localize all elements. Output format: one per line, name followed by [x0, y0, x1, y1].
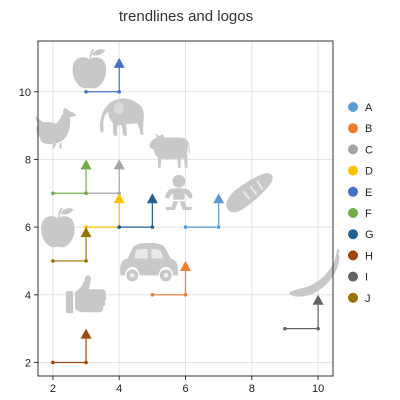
series-H	[51, 328, 92, 365]
data-point	[183, 225, 188, 229]
data-point	[283, 326, 287, 331]
legend-item-C[interactable]: C	[348, 144, 373, 156]
series-G	[117, 193, 158, 229]
arrowhead	[113, 193, 125, 204]
legend-marker	[348, 208, 358, 218]
legend-marker	[348, 144, 358, 155]
legend-label: J	[365, 293, 371, 305]
legend-label: B	[365, 123, 372, 135]
series-F	[51, 159, 92, 196]
legend-marker	[348, 229, 358, 240]
legend-marker	[348, 123, 358, 134]
y-tick-label: 4	[25, 290, 31, 302]
legend-label: F	[365, 208, 372, 220]
legend-item-H[interactable]: H	[348, 250, 373, 262]
legend-marker	[348, 165, 358, 176]
data-point	[117, 191, 122, 196]
legend-marker	[348, 102, 358, 112]
data-point	[150, 225, 155, 229]
chart-title: trendlines and logos	[119, 8, 253, 25]
arrowhead	[80, 159, 92, 170]
legend-label: E	[365, 187, 372, 199]
series-layer	[51, 57, 324, 365]
axes: 2 4 6 8 10 2 4 6 8 10	[19, 40, 334, 395]
data-point	[84, 360, 88, 365]
legend-label: G	[365, 229, 374, 241]
x-tick-label: 10	[312, 383, 324, 395]
arrowhead	[213, 193, 225, 204]
y-tick-label: 10	[19, 87, 31, 99]
series-I	[283, 294, 324, 331]
legend-label: D	[365, 166, 373, 178]
legend-marker	[348, 292, 358, 303]
data-point	[183, 292, 188, 297]
legend-item-B[interactable]: B	[348, 123, 372, 135]
data-point	[316, 326, 320, 331]
arrowhead	[80, 328, 92, 339]
arrowhead	[80, 227, 92, 238]
data-point	[150, 292, 155, 297]
data-point	[51, 259, 55, 263]
y-tick-label: 8	[25, 154, 31, 166]
legend-item-D[interactable]: D	[348, 165, 373, 178]
legend-item-J[interactable]: J	[348, 292, 371, 305]
data-point	[84, 259, 88, 263]
series-J	[51, 227, 92, 263]
legend-marker	[348, 186, 358, 197]
legend-label: H	[365, 250, 373, 262]
legend-item-E[interactable]: E	[348, 186, 372, 199]
x-tick-label: 8	[249, 383, 255, 395]
legend-item-I[interactable]: I	[348, 271, 368, 284]
y-tick-label: 2	[25, 357, 31, 369]
legend-item-F[interactable]: F	[348, 208, 372, 220]
x-tick-label: 6	[182, 383, 188, 395]
series-B	[150, 260, 191, 297]
data-point	[216, 225, 221, 229]
legend-item-G[interactable]: G	[348, 229, 374, 241]
arrowhead	[146, 193, 158, 204]
series-A	[183, 193, 225, 229]
data-point	[117, 89, 122, 94]
legend-label: C	[365, 144, 373, 156]
data-point	[51, 191, 55, 196]
arrowhead	[113, 57, 125, 68]
data-point	[84, 191, 88, 196]
x-tick-label: 2	[50, 383, 56, 395]
y-tick-label: 6	[25, 222, 31, 234]
legend-marker	[348, 250, 358, 261]
data-point	[117, 225, 122, 229]
arrowhead	[180, 260, 191, 271]
legend-label: I	[365, 272, 368, 284]
data-point	[84, 89, 88, 94]
data-point	[51, 360, 55, 365]
series-E	[84, 57, 125, 94]
legend-item-A[interactable]: A	[348, 102, 373, 114]
arrowhead	[312, 294, 324, 305]
arrowhead	[113, 159, 125, 170]
x-tick-label: 4	[116, 383, 122, 395]
legend-marker	[348, 271, 358, 282]
legend-label: A	[365, 102, 373, 114]
